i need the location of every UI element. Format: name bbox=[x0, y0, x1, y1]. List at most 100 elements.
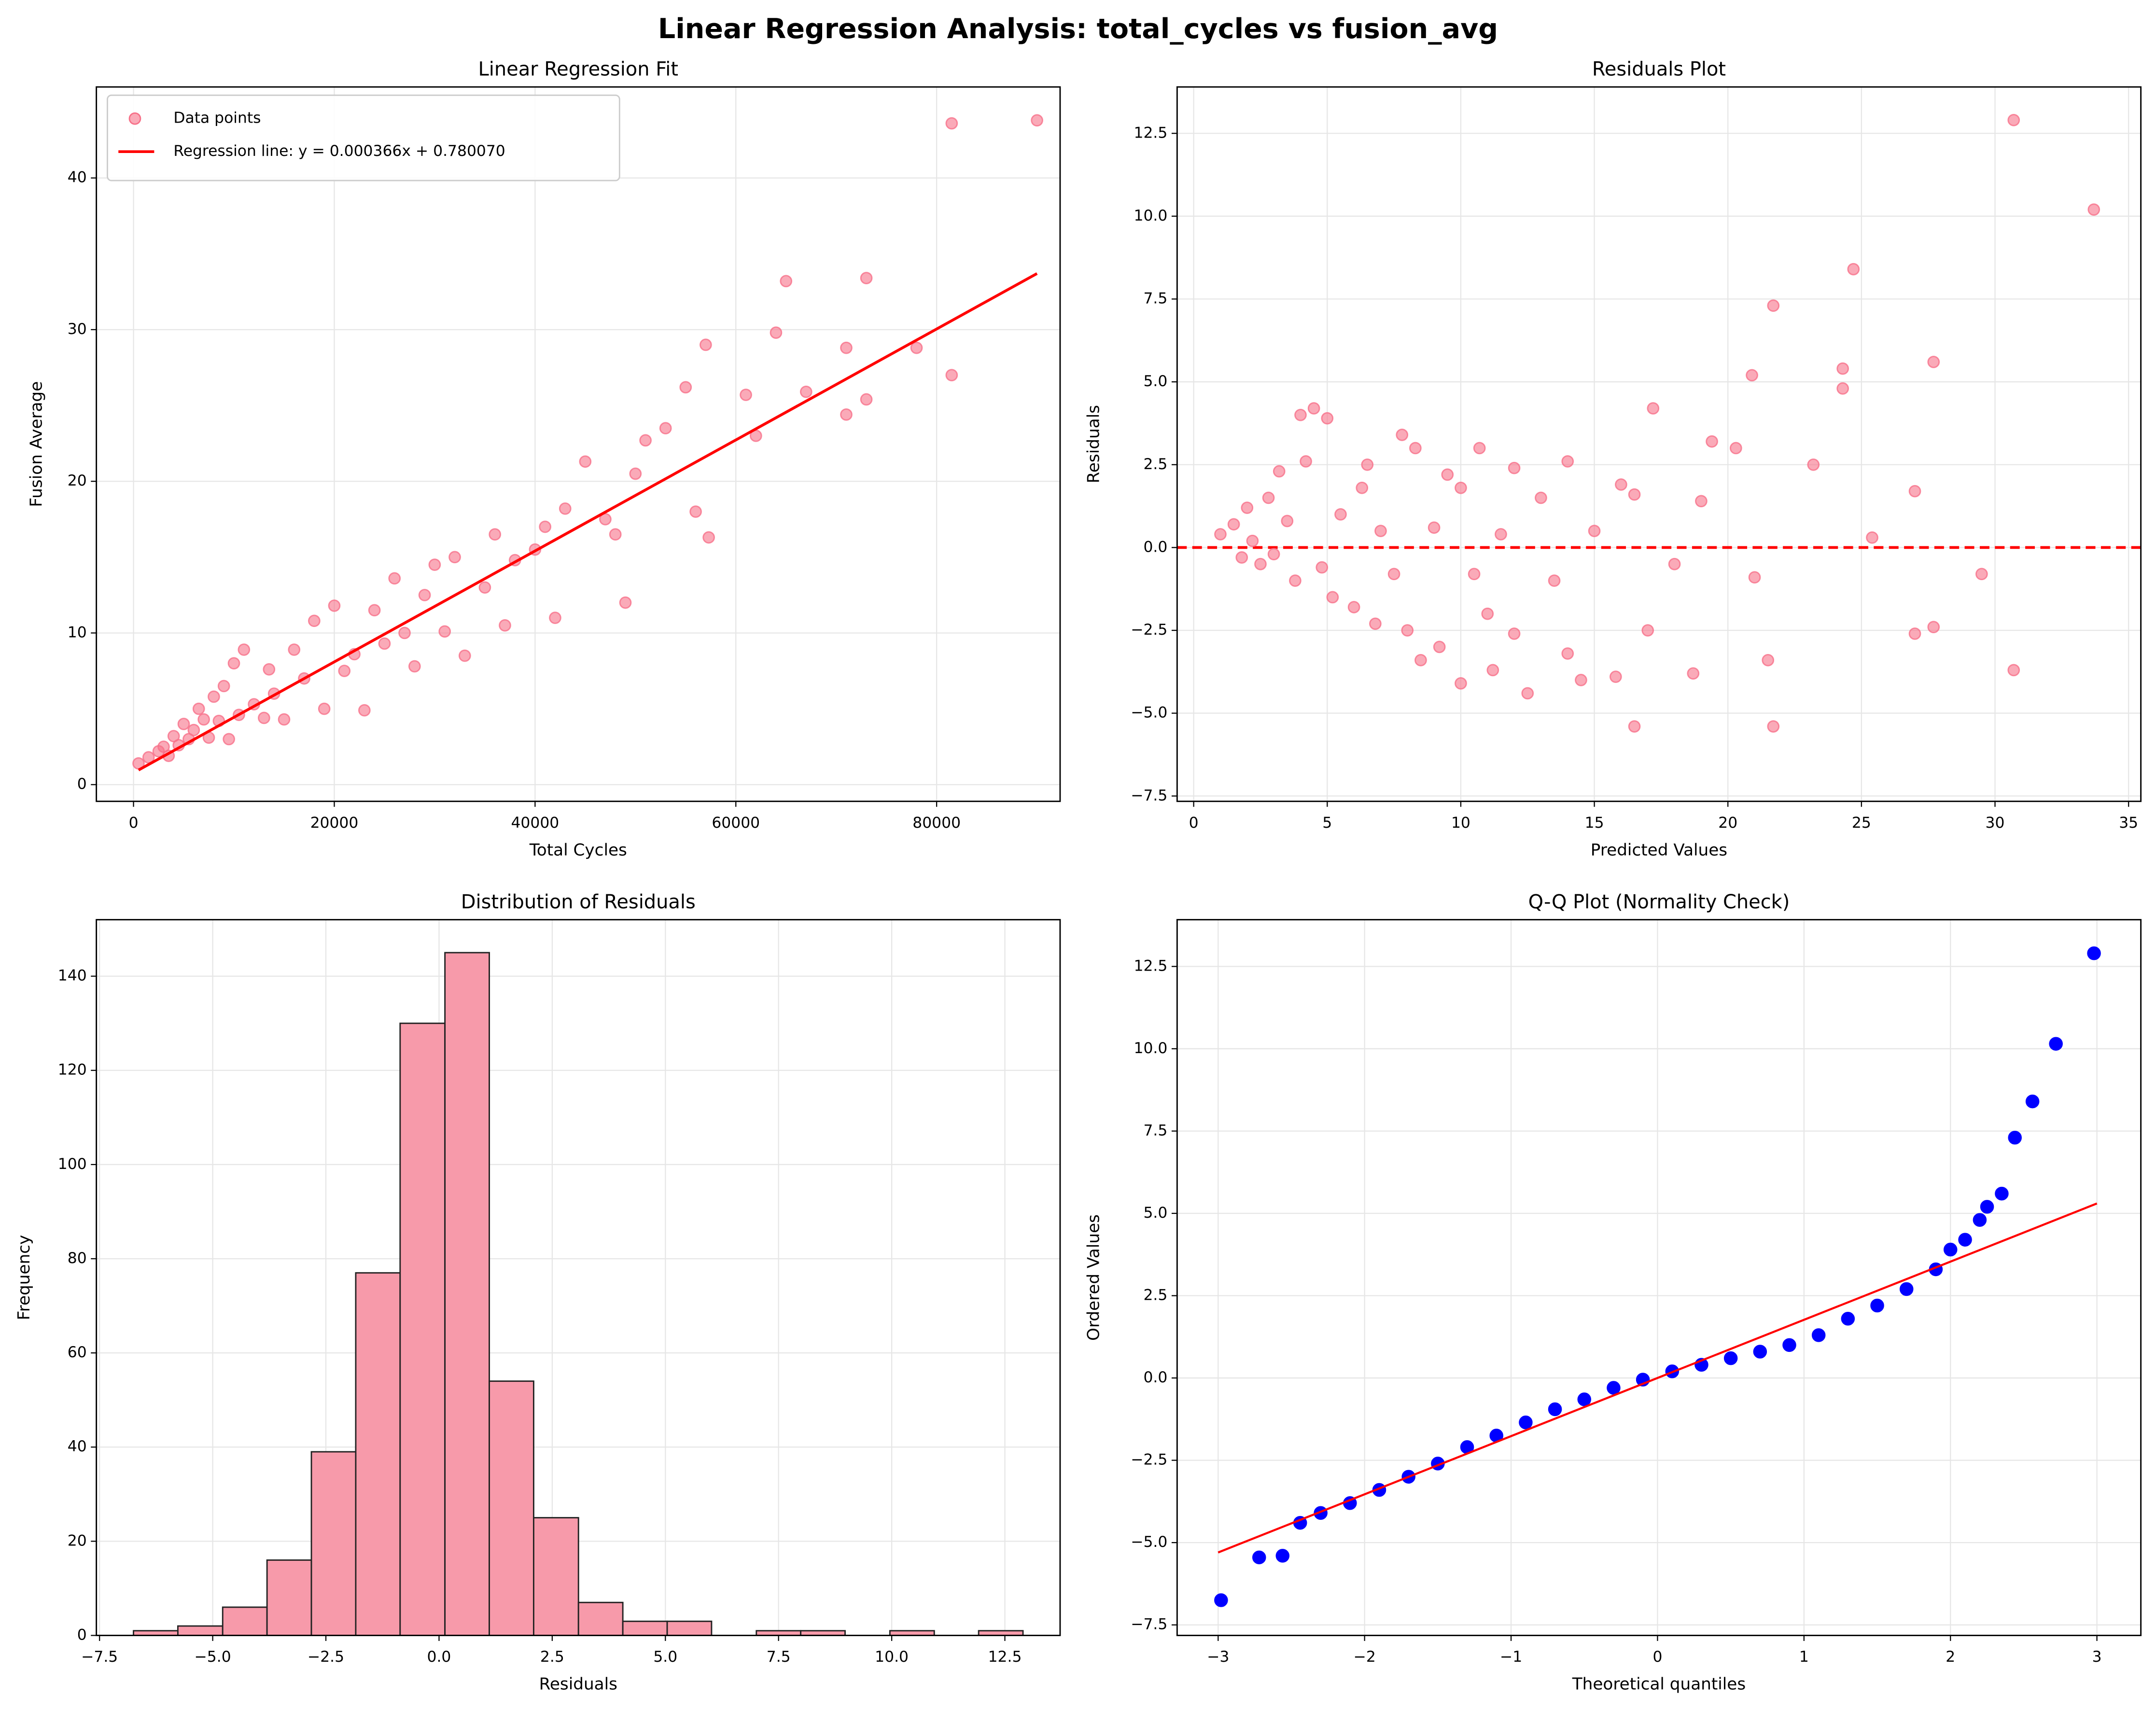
point bbox=[1031, 114, 1043, 127]
line bbox=[1218, 1202, 2098, 1554]
bar bbox=[355, 1272, 401, 1636]
point bbox=[619, 596, 632, 609]
point bbox=[910, 341, 923, 354]
point bbox=[1548, 1402, 1562, 1417]
y-tick-label: −2.5 bbox=[1131, 1451, 1167, 1469]
y-tick-label: 12.5 bbox=[1134, 124, 1168, 141]
point bbox=[1481, 607, 1494, 620]
point bbox=[1762, 653, 1775, 667]
point bbox=[1647, 402, 1660, 415]
panel: 0 5 10 15 20 25 30 35 −7.5 −5.0 −2.5 0.0 2.5 5.0 7.5 10… bbox=[1084, 58, 2142, 860]
point bbox=[1577, 1392, 1592, 1406]
point bbox=[1811, 1328, 1826, 1342]
figure-title: Linear Regression Analysis: total_cycles… bbox=[658, 13, 1498, 45]
point bbox=[945, 369, 958, 382]
x-tick-label: 10 bbox=[1451, 814, 1470, 832]
point bbox=[318, 702, 331, 715]
point bbox=[780, 275, 793, 288]
point bbox=[1281, 514, 1294, 528]
panel: −7.5 −5.0 −2.5 0.0 2.5 5.0 7.5 10.0 12.5 0 20 40 60 8… bbox=[14, 891, 1061, 1694]
point bbox=[1975, 568, 1988, 581]
point bbox=[945, 117, 958, 130]
panel-title: Residuals Plot bbox=[1592, 58, 1726, 80]
point bbox=[187, 723, 200, 737]
point bbox=[1241, 501, 1254, 514]
point bbox=[208, 690, 220, 703]
point bbox=[840, 341, 853, 354]
legend-marker bbox=[128, 112, 141, 125]
point bbox=[2087, 946, 2101, 960]
y-tick-label: 30 bbox=[68, 320, 87, 338]
y-tick-label: 20 bbox=[68, 472, 87, 489]
bar bbox=[622, 1620, 668, 1636]
y-tick-label: 7.5 bbox=[1143, 1122, 1167, 1139]
point bbox=[448, 551, 461, 564]
y-tick-label: 2.5 bbox=[1143, 1287, 1167, 1304]
y-tick-label: 7.5 bbox=[1143, 290, 1167, 307]
point bbox=[388, 572, 401, 585]
point bbox=[689, 505, 702, 518]
point bbox=[770, 326, 783, 339]
panel-title: Q-Q Plot (Normality Check) bbox=[1528, 891, 1790, 913]
bar bbox=[889, 1630, 935, 1636]
axes-frame bbox=[1176, 86, 2142, 802]
point bbox=[1433, 640, 1446, 653]
point bbox=[368, 604, 381, 617]
point bbox=[1289, 574, 1302, 587]
x-tick-label: 0 bbox=[129, 814, 139, 832]
bar bbox=[222, 1606, 268, 1636]
y-tick-label: 0 bbox=[77, 776, 87, 793]
point bbox=[1610, 670, 1622, 683]
plot-area bbox=[1214, 946, 2101, 1607]
legend-label: Data points bbox=[173, 110, 261, 127]
point bbox=[1486, 664, 1499, 677]
point bbox=[860, 272, 873, 284]
point bbox=[702, 531, 715, 544]
point bbox=[142, 751, 155, 764]
point bbox=[1428, 521, 1441, 534]
point bbox=[1347, 601, 1360, 613]
bar bbox=[177, 1625, 224, 1636]
line bbox=[138, 272, 1038, 772]
point bbox=[1958, 1233, 1972, 1247]
point bbox=[1866, 531, 1878, 544]
y-tick-label: 5.0 bbox=[1143, 1204, 1167, 1222]
point bbox=[1995, 1186, 2009, 1201]
point bbox=[1836, 382, 1849, 395]
point bbox=[2049, 1037, 2063, 1051]
legend-box bbox=[107, 94, 620, 181]
point bbox=[238, 643, 251, 656]
point bbox=[629, 467, 642, 480]
point bbox=[499, 619, 511, 632]
point bbox=[2025, 1094, 2040, 1109]
bar bbox=[666, 1620, 713, 1636]
point bbox=[1847, 263, 1860, 276]
point bbox=[1267, 548, 1280, 560]
point bbox=[358, 704, 371, 717]
point bbox=[1870, 1298, 1884, 1313]
point bbox=[1628, 720, 1641, 733]
point bbox=[408, 660, 421, 673]
point bbox=[1908, 485, 1921, 498]
point bbox=[2007, 664, 2020, 677]
legend-label: Regression line: y = 0.000366x + 0.78007… bbox=[173, 142, 505, 160]
x-tick-label: 0.0 bbox=[427, 1648, 451, 1666]
point bbox=[378, 637, 391, 650]
y-tick-label: 10.0 bbox=[1134, 207, 1168, 224]
point bbox=[1641, 624, 1654, 637]
point bbox=[1455, 677, 1467, 690]
axes-frame bbox=[96, 919, 1061, 1636]
point bbox=[1908, 627, 1921, 640]
point bbox=[639, 434, 652, 447]
y-tick-label: 2.5 bbox=[1143, 456, 1167, 473]
point bbox=[1441, 468, 1454, 481]
point bbox=[1326, 591, 1339, 604]
x-tick-label: 5.0 bbox=[653, 1648, 677, 1666]
point bbox=[1252, 1550, 1266, 1565]
bar bbox=[978, 1630, 1024, 1636]
axes-frame bbox=[96, 86, 1061, 802]
y-axis-label: Ordered Values bbox=[1084, 1214, 1104, 1341]
bar bbox=[399, 1022, 446, 1636]
